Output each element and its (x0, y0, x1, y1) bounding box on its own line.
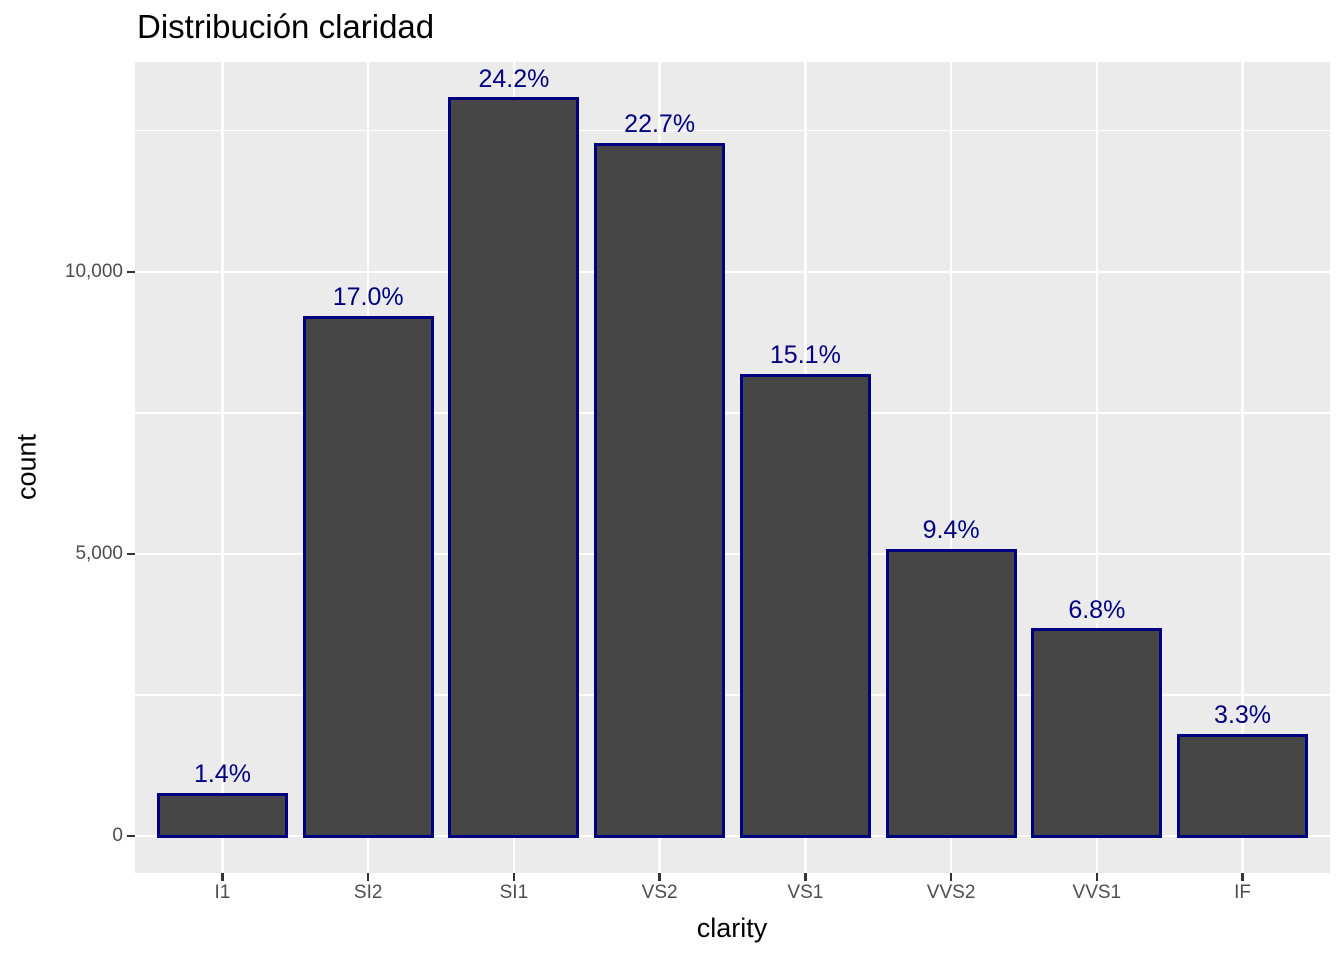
x-tick-mark (804, 873, 807, 881)
x-tick-label-si1: SI1 (499, 882, 529, 903)
bar-label-si2: 17.0% (332, 283, 404, 312)
bar-vs2 (594, 142, 726, 838)
gridline-major (135, 552, 1330, 556)
x-tick-mark (512, 873, 516, 881)
gridline-vertical (1095, 62, 1099, 873)
x-tick-label-if: IF (1234, 882, 1251, 903)
x-tick-label-vvs2: VVS2 (926, 882, 976, 903)
y-tick-mark (127, 834, 135, 838)
gridline-vertical (1241, 62, 1244, 873)
bar-label-i1: 1.4% (193, 760, 251, 789)
gridline-minor (135, 694, 1330, 696)
bar-vvs1 (1031, 628, 1163, 838)
gridline-major (135, 834, 1330, 838)
bar-if (1176, 733, 1309, 838)
y-tick-label-5000: 5,000 (75, 542, 123, 564)
bar-label-vvs2: 9.4% (922, 516, 980, 545)
x-tick-mark (949, 873, 953, 881)
bar-label-si1: 24.2% (478, 64, 550, 93)
bar-label-if: 3.3% (1214, 701, 1272, 730)
x-tick-mark (366, 873, 370, 881)
y-tick-label-0: 0 (112, 825, 123, 847)
bar-si2 (302, 315, 434, 838)
plot-title: Distribución claridad (137, 8, 435, 45)
chart-panel: 1.4% 17.0% 24.2% 22.7% 15.1% 9.4% 6.8% 3.3% (135, 62, 1330, 873)
y-tick-label-10000: 10,000 (64, 260, 123, 282)
x-tick-label-vs1: VS1 (787, 882, 824, 903)
gridline-vertical (221, 62, 224, 873)
x-tick-label-si2: SI2 (353, 882, 383, 903)
gridline-vertical (949, 62, 953, 873)
x-tick-mark (221, 873, 224, 881)
bar-vvs2 (885, 548, 1017, 838)
x-tick-label-i1: I1 (214, 882, 231, 903)
x-tick-mark (658, 873, 661, 881)
bar-si1 (448, 97, 580, 838)
gridline-major (135, 270, 1330, 274)
y-tick-mark (127, 552, 135, 556)
x-tick-label-vvs1: VVS1 (1072, 882, 1122, 903)
gridline-minor (135, 412, 1330, 414)
x-axis-title: clarity (696, 913, 768, 943)
bar-label-vvs1: 6.8% (1068, 595, 1126, 624)
x-tick-mark (1095, 873, 1099, 881)
bar-label-vs2: 22.7% (624, 110, 696, 139)
y-axis-title: count (11, 433, 42, 501)
bar-vs1 (739, 373, 871, 838)
bar-label-vs1: 15.1% (769, 341, 841, 370)
x-tick-label-vs2: VS2 (641, 882, 678, 903)
gridline-minor (135, 130, 1330, 132)
x-tick-mark (1241, 873, 1244, 881)
y-tick-mark (127, 270, 135, 274)
bar-i1 (156, 792, 289, 838)
